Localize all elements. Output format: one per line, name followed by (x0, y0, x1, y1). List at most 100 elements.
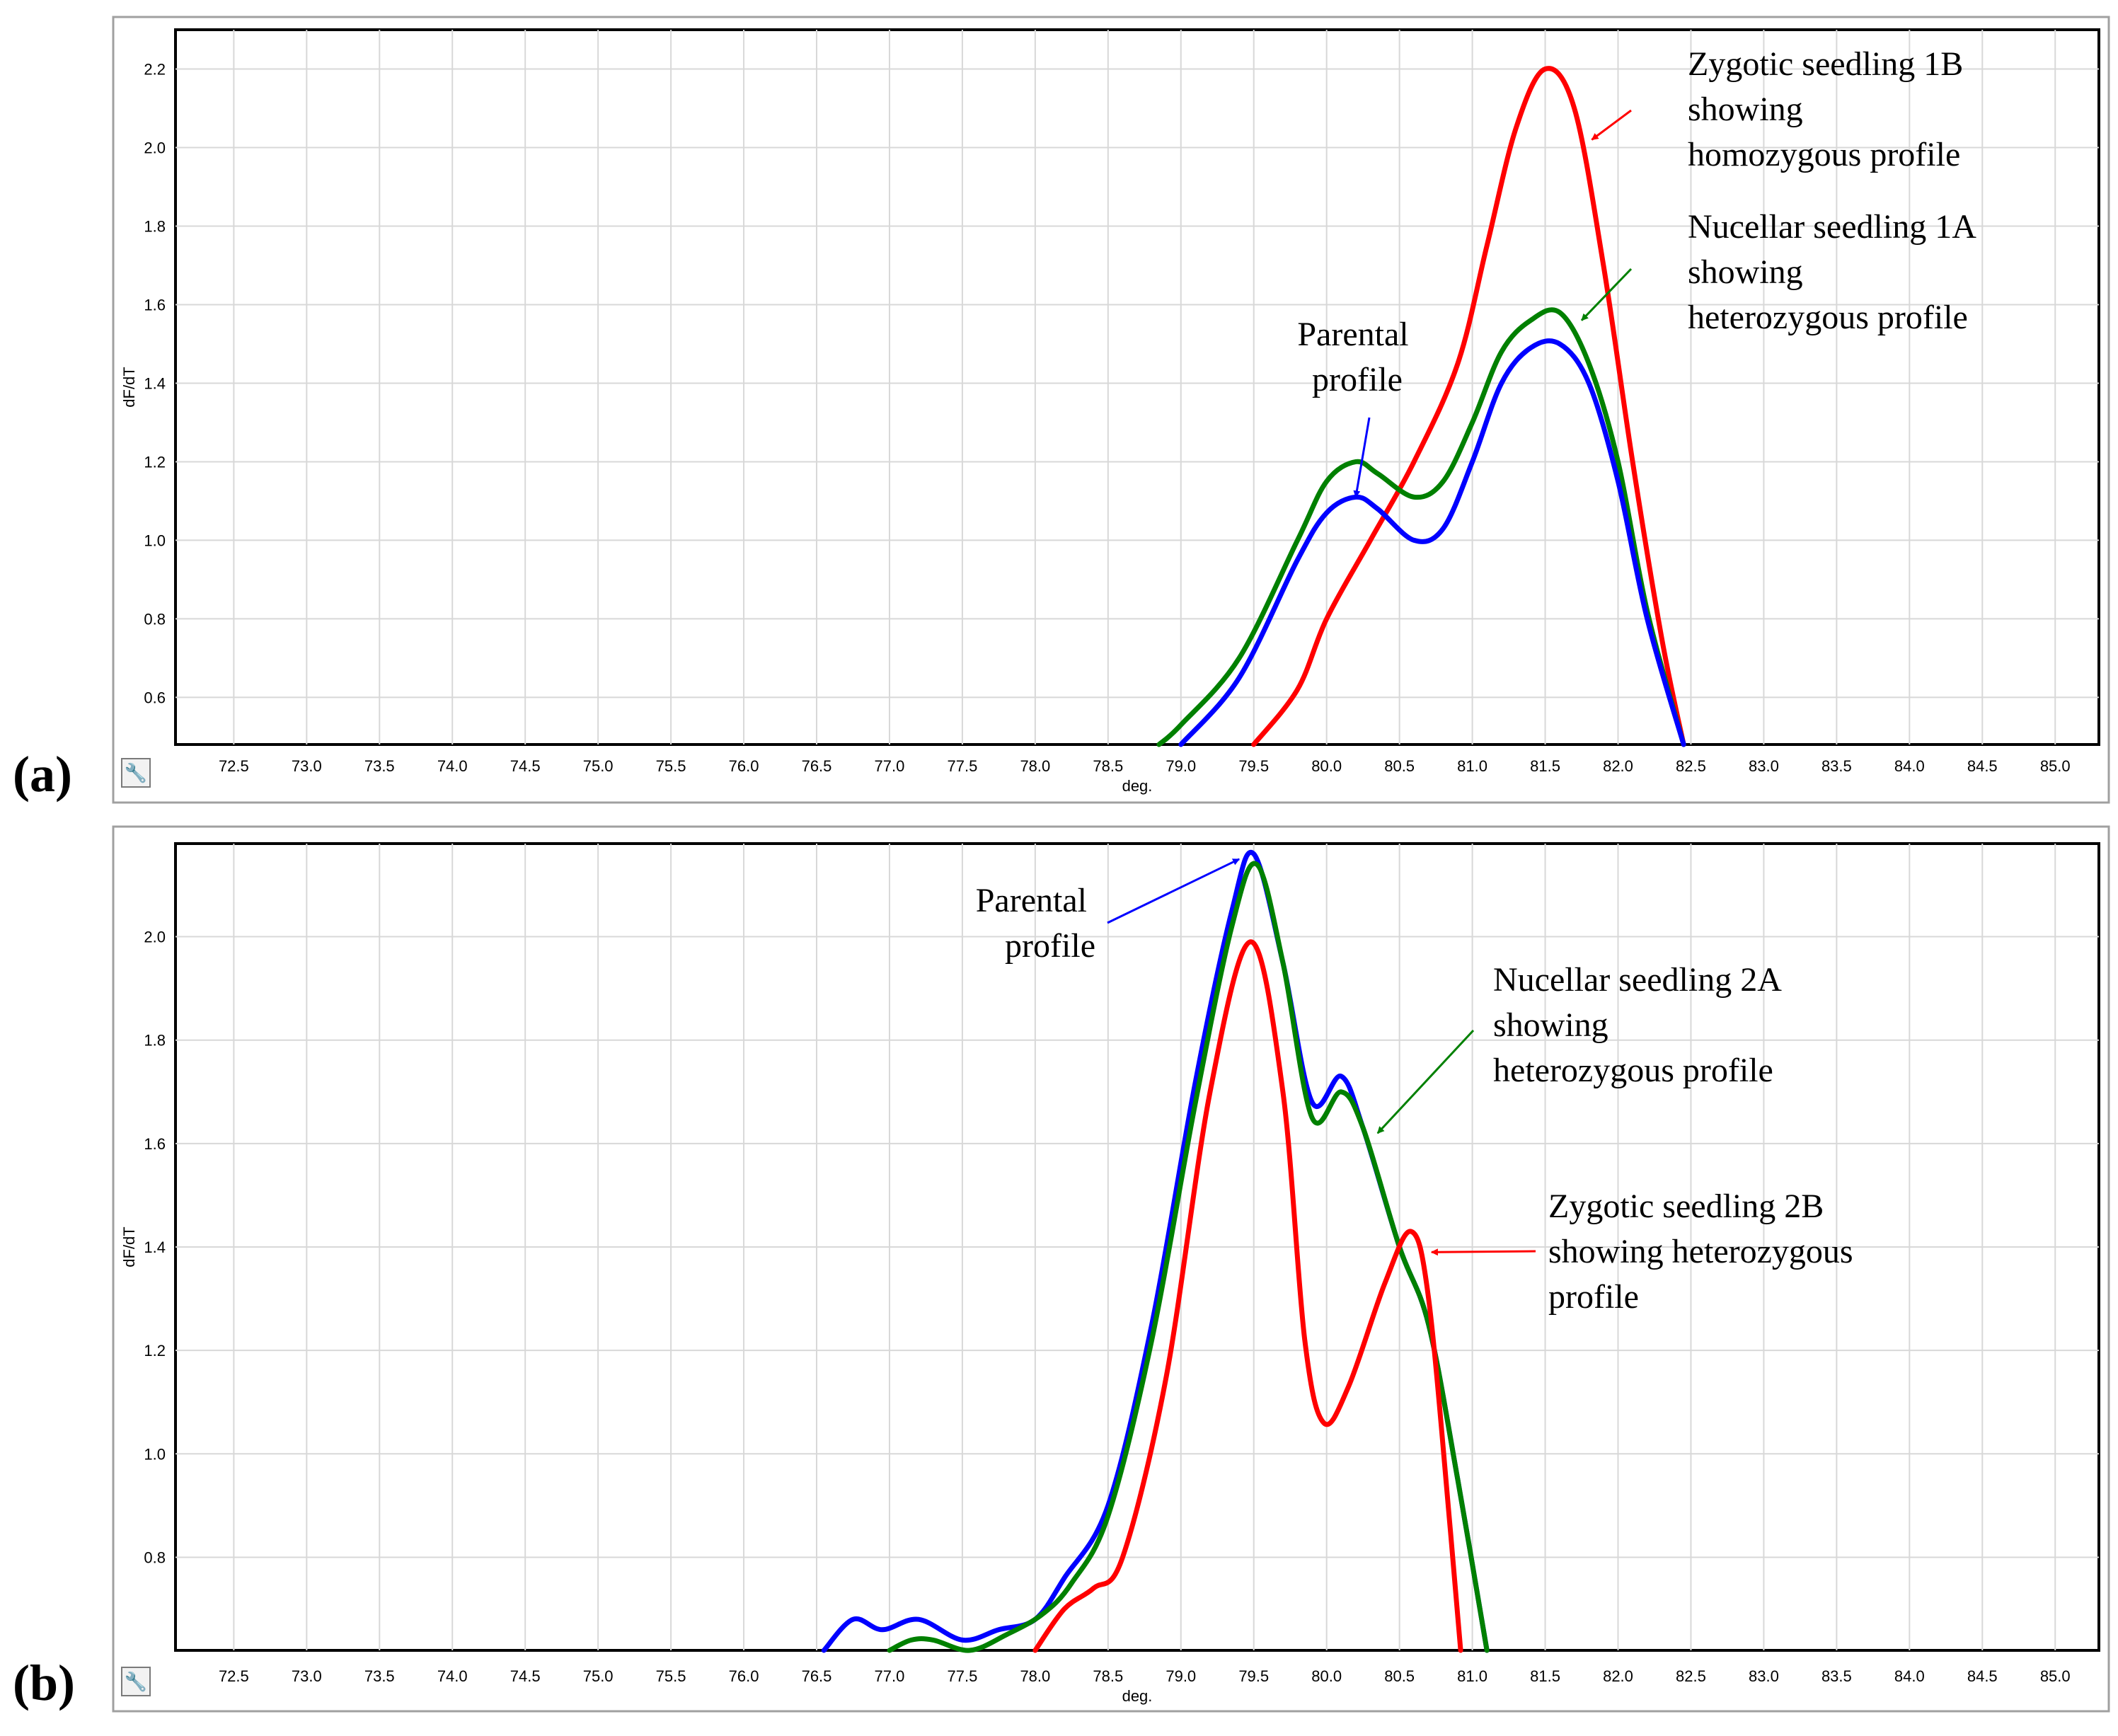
x-tick-label: 72.5 (219, 1667, 249, 1685)
x-tick-label: 84.0 (1894, 1667, 1925, 1685)
y-tick-label: 1.4 (144, 1238, 166, 1256)
panel-a-curves (1156, 66, 1686, 747)
y-tick-label: 2.2 (144, 60, 166, 78)
x-tick-label: 83.5 (1821, 757, 1852, 775)
x-tick-label: 80.5 (1384, 757, 1415, 775)
panel-a: 🔧 (a) deg. dF/dT 72.5 73.0 73.5 74.0 74.5 75.… (13, 16, 2110, 804)
x-tick-label: 81.5 (1530, 757, 1560, 775)
y-tick-label: 1.8 (144, 217, 166, 235)
x-tick-label: 78.5 (1093, 757, 1123, 775)
panel-a-annotation-nucellar: Nucellar seedling 1A showing heterozygou… (1688, 208, 1983, 336)
annotation-arrow (1376, 1029, 1475, 1134)
panel-b-xlabel: deg. (1122, 1687, 1153, 1705)
x-tick-label: 75.0 (583, 757, 614, 775)
panel-b-curves (821, 850, 1490, 1653)
x-tick-label: 81.0 (1457, 757, 1487, 775)
panel-a-tool-button[interactable]: 🔧 (121, 758, 151, 788)
y-tick-label: 1.0 (144, 531, 166, 549)
panel-b-x-ticks: 72.5 73.0 73.5 74.0 74.5 75.0 75.5 76.0 76.5 77.0… (219, 1667, 2071, 1685)
x-tick-label: 74.0 (437, 757, 468, 775)
x-tick-label: 78.5 (1093, 1667, 1123, 1685)
x-tick-label: 85.0 (2040, 757, 2071, 775)
panel-b-annotation-nucellar: Nucellar seedling 2A showing heterozygou… (1493, 961, 1788, 1089)
wrench-icon: 🔧 (125, 1670, 147, 1693)
x-tick-label: 83.0 (1749, 1667, 1779, 1685)
y-tick-label: 1.2 (144, 453, 166, 471)
x-tick-label: 73.5 (364, 1667, 395, 1685)
x-tick-label: 74.0 (437, 1667, 468, 1685)
y-tick-label: 1.8 (144, 1032, 166, 1050)
panel-b-annotation-zygotic: Zygotic seedling 2B showing heterozygous… (1548, 1188, 1862, 1316)
panel-b-arrows (1107, 858, 1536, 1256)
x-tick-label: 76.5 (802, 757, 832, 775)
x-tick-label: 81.0 (1457, 1667, 1487, 1685)
panel-b-ylabel: dF/dT (120, 1226, 138, 1267)
y-tick-label: 1.4 (144, 374, 166, 392)
x-tick-label: 83.5 (1821, 1667, 1852, 1685)
y-tick-label: 1.2 (144, 1342, 166, 1360)
y-tick-label: 0.6 (144, 689, 166, 706)
x-tick-label: 82.0 (1603, 1667, 1633, 1685)
x-tick-label: 79.0 (1166, 1667, 1196, 1685)
series-line-nucellar-seedling-2a (887, 861, 1490, 1653)
series-line-zygotic-seedling-2b (1032, 939, 1463, 1653)
panel-a-grid (175, 30, 2099, 745)
x-tick-label: 77.0 (875, 1667, 905, 1685)
x-tick-label: 81.5 (1530, 1667, 1560, 1685)
panel-a-plot-area (174, 28, 2100, 746)
x-tick-label: 76.5 (802, 1667, 832, 1685)
panel-a-y-ticks: 0.6 0.8 1.0 1.2 1.4 1.6 1.8 2.0 2.2 (144, 60, 166, 706)
x-tick-label: 75.5 (656, 757, 686, 775)
x-tick-label: 85.0 (2040, 1667, 2071, 1685)
panel-a-annotation-zygotic: Zygotic seedling 1B showing homozygous p… (1688, 45, 1972, 173)
x-tick-label: 75.0 (583, 1667, 614, 1685)
panel-a-ylabel: dF/dT (120, 367, 138, 407)
panel-a-label: (a) (13, 746, 72, 803)
y-tick-label: 1.6 (144, 1135, 166, 1153)
x-tick-label: 73.0 (292, 757, 322, 775)
x-tick-label: 78.0 (1020, 1667, 1050, 1685)
x-tick-label: 80.0 (1311, 1667, 1342, 1685)
annotation-arrow (1353, 417, 1371, 498)
series-line-zygotic-seedling-1b (1251, 66, 1686, 747)
y-tick-label: 2.0 (144, 139, 166, 156)
x-tick-label: 83.0 (1749, 757, 1779, 775)
panel-a-x-ticks: 72.5 73.0 73.5 74.0 74.5 75.0 75.5 76.0 76.5 77.0… (219, 757, 2071, 775)
x-tick-label: 74.5 (510, 1667, 541, 1685)
panel-a-annotation-parental: Parental profile (1297, 316, 1417, 398)
series-line-parental (1178, 338, 1686, 747)
x-tick-label: 79.5 (1238, 757, 1269, 775)
panel-b-annotation-parental: Parental profile (976, 882, 1095, 965)
x-tick-label: 74.5 (510, 757, 541, 775)
annotation-arrow (1580, 268, 1633, 321)
x-tick-label: 84.0 (1894, 757, 1925, 775)
y-tick-label: 0.8 (144, 610, 166, 628)
y-tick-label: 1.0 (144, 1445, 166, 1463)
y-tick-label: 1.6 (144, 296, 166, 314)
x-tick-label: 84.5 (1967, 757, 1998, 775)
panel-a-arrows (1353, 109, 1633, 498)
x-tick-label: 80.0 (1311, 757, 1342, 775)
panel-a-xlabel: deg. (1122, 777, 1153, 795)
panel-b-tool-button[interactable]: 🔧 (121, 1667, 151, 1696)
x-tick-label: 79.0 (1166, 757, 1196, 775)
panel-b: 🔧 (b) deg. dF/dT 72.5 73.0 73.5 74.0 74.5 75.… (13, 825, 2110, 1713)
x-tick-label: 82.0 (1603, 757, 1633, 775)
x-tick-label: 77.0 (875, 757, 905, 775)
x-tick-label: 73.5 (364, 757, 395, 775)
x-tick-label: 73.0 (292, 1667, 322, 1685)
y-tick-label: 0.8 (144, 1548, 166, 1566)
x-tick-label: 80.5 (1384, 1667, 1415, 1685)
x-tick-label: 77.5 (947, 757, 977, 775)
x-tick-label: 82.5 (1676, 1667, 1706, 1685)
x-tick-label: 77.5 (947, 1667, 977, 1685)
x-tick-label: 76.0 (729, 1667, 759, 1685)
x-tick-label: 84.5 (1967, 1667, 1998, 1685)
annotation-arrow (1107, 858, 1241, 924)
x-tick-label: 75.5 (656, 1667, 686, 1685)
x-tick-label: 82.5 (1676, 757, 1706, 775)
y-tick-label: 2.0 (144, 929, 166, 946)
x-tick-label: 72.5 (219, 757, 249, 775)
panel-b-label: (b) (13, 1655, 75, 1711)
annotation-arrow (1430, 1248, 1536, 1256)
